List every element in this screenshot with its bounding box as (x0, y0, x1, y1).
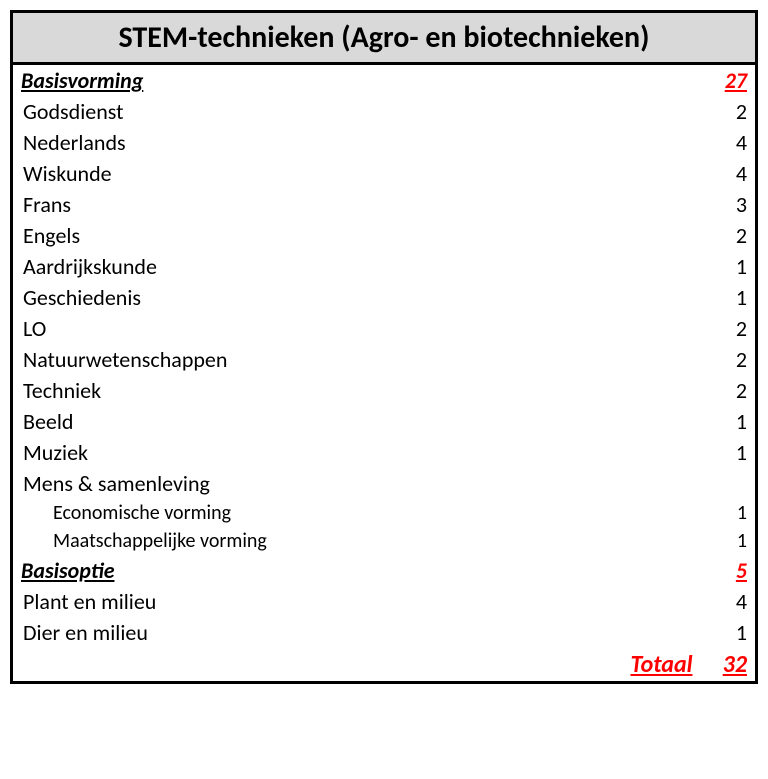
hours-cell: 3 (697, 189, 757, 220)
subject-cell: Engels (12, 220, 697, 251)
hours-cell: 1 (697, 499, 757, 527)
hours-cell: 4 (697, 158, 757, 189)
section-label: Basisoptie (12, 555, 697, 586)
total-value: 32 (697, 648, 757, 683)
subject-cell: Natuurwetenschappen (12, 344, 697, 375)
section-label: Basisvorming (12, 64, 697, 97)
hours-cell: 4 (697, 127, 757, 158)
hours-cell (697, 468, 757, 499)
table-title: STEM-technieken (Agro- en biotechnieken) (12, 12, 757, 64)
subject-cell-indent: Maatschappelijke vorming (12, 527, 697, 555)
curriculum-table: STEM-technieken (Agro- en biotechnieken)… (10, 10, 758, 684)
subject-cell: Muziek (12, 437, 697, 468)
subject-cell: LO (12, 313, 697, 344)
hours-cell: 2 (697, 220, 757, 251)
subject-cell-indent: Economische vorming (12, 499, 697, 527)
section-total: 27 (697, 64, 757, 97)
hours-cell: 2 (697, 375, 757, 406)
hours-cell: 4 (697, 586, 757, 617)
hours-cell: 1 (697, 437, 757, 468)
section-total: 5 (697, 555, 757, 586)
subject-cell: Godsdienst (12, 96, 697, 127)
hours-cell: 1 (697, 282, 757, 313)
hours-cell: 2 (697, 96, 757, 127)
subject-cell: Dier en milieu (12, 617, 697, 648)
subject-cell: Geschiedenis (12, 282, 697, 313)
hours-cell: 1 (697, 527, 757, 555)
subject-cell: Beeld (12, 406, 697, 437)
total-label: Totaal (12, 648, 697, 683)
hours-cell: 2 (697, 313, 757, 344)
hours-cell: 1 (697, 251, 757, 282)
subject-cell: Mens & samenleving (12, 468, 697, 499)
hours-cell: 2 (697, 344, 757, 375)
subject-cell: Plant en milieu (12, 586, 697, 617)
subject-cell: Techniek (12, 375, 697, 406)
subject-cell: Aardrijkskunde (12, 251, 697, 282)
subject-cell: Nederlands (12, 127, 697, 158)
hours-cell: 1 (697, 617, 757, 648)
subject-cell: Frans (12, 189, 697, 220)
subject-cell: Wiskunde (12, 158, 697, 189)
hours-cell: 1 (697, 406, 757, 437)
